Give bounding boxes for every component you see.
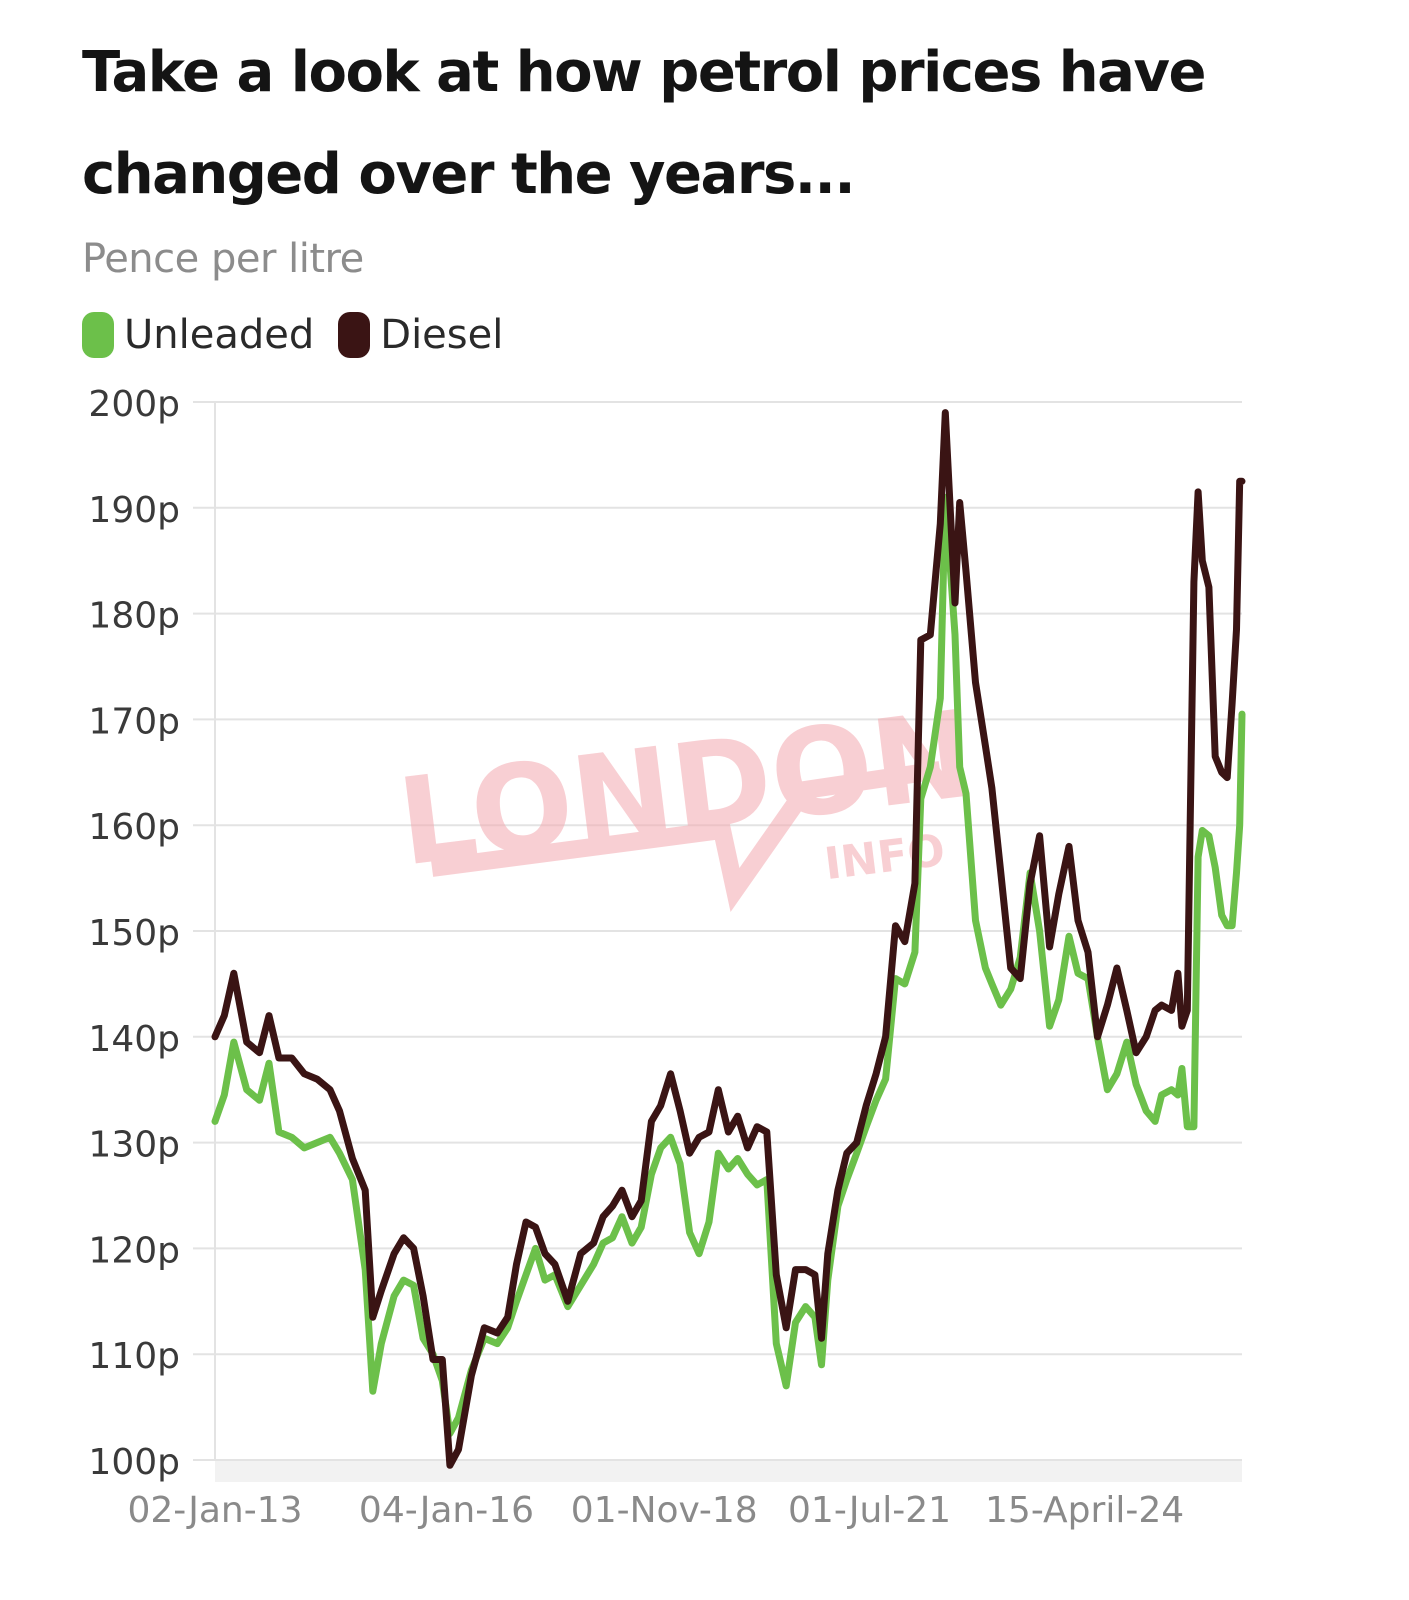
x-tick-label: 01-Nov-18 bbox=[571, 1490, 758, 1531]
series-line-unleaded bbox=[211, 493, 1246, 1437]
legend-swatch-unleaded bbox=[82, 312, 114, 358]
x-axis-band bbox=[215, 1460, 1242, 1482]
series-line-diesel bbox=[211, 409, 1246, 1469]
chart-legend: Unleaded Diesel bbox=[82, 310, 527, 360]
y-tick-label: 100p bbox=[88, 1442, 180, 1483]
legend-label-diesel: Diesel bbox=[380, 312, 504, 358]
y-tick-label: 160p bbox=[88, 807, 180, 848]
x-tick-label: 04-Jan-16 bbox=[359, 1490, 534, 1531]
legend-item-diesel: Diesel bbox=[338, 312, 503, 358]
y-tick-label: 120p bbox=[88, 1230, 180, 1271]
x-tick-label: 15-April-24 bbox=[985, 1490, 1184, 1531]
y-tick-label: 180p bbox=[88, 596, 180, 637]
y-tick-label: 170p bbox=[88, 701, 180, 742]
y-tick-label: 130p bbox=[88, 1125, 180, 1166]
y-tick-label: 110p bbox=[88, 1336, 180, 1377]
x-tick-label: 01-Jul-21 bbox=[788, 1490, 951, 1531]
watermark-swoosh bbox=[430, 761, 942, 913]
y-tick-label: 150p bbox=[88, 913, 180, 954]
y-tick-label: 190p bbox=[88, 490, 180, 531]
y-tick-label: 140p bbox=[88, 1019, 180, 1060]
legend-label-unleaded: Unleaded bbox=[124, 312, 315, 358]
y-axis-unit-label: Pence per litre bbox=[82, 236, 364, 282]
legend-swatch-diesel bbox=[338, 312, 371, 358]
x-tick-label: 02-Jan-13 bbox=[127, 1490, 302, 1531]
y-tick-label: 200p bbox=[88, 384, 180, 425]
chart-title: Take a look at how petrol prices have ch… bbox=[82, 40, 1206, 207]
legend-item-unleaded: Unleaded bbox=[82, 312, 314, 358]
